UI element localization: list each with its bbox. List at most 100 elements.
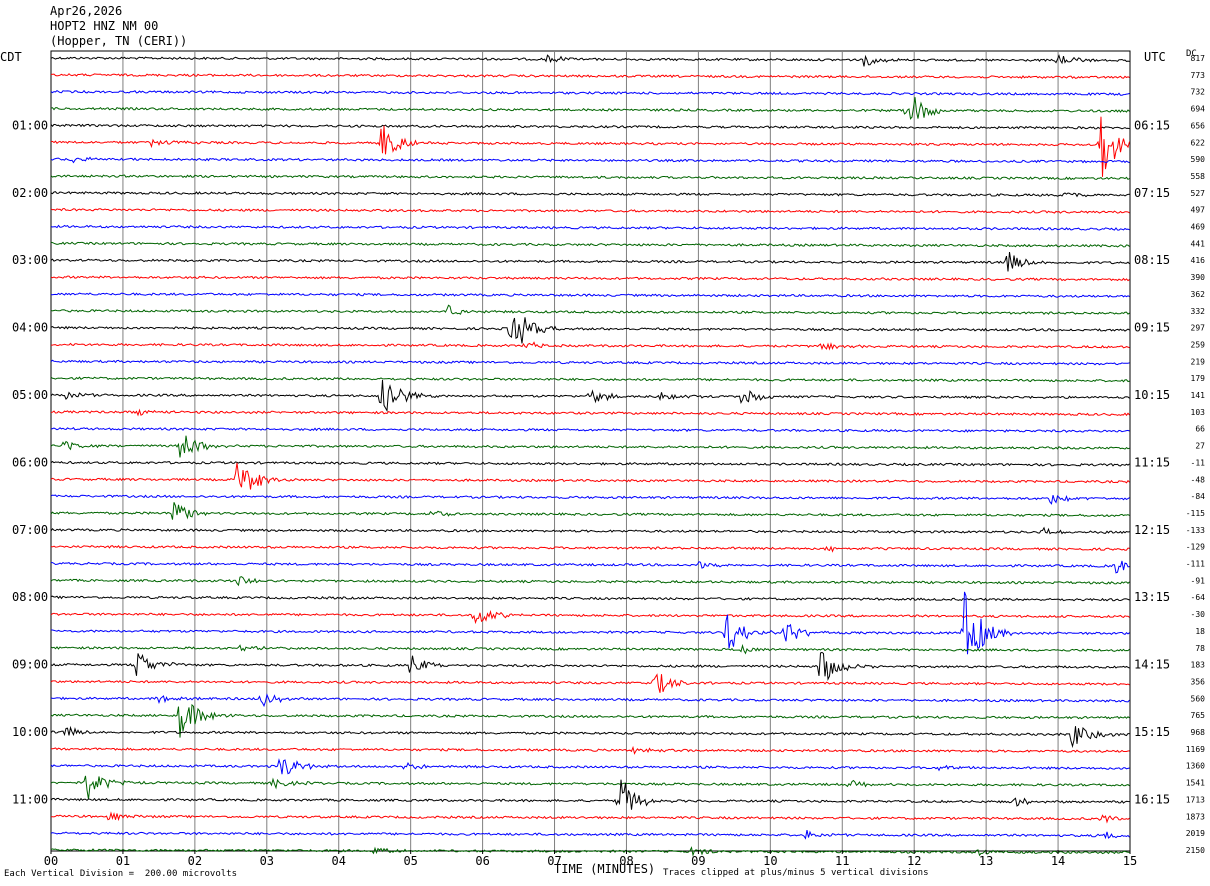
trace-line xyxy=(50,427,1130,433)
utc-time-label: 10:15 xyxy=(1134,388,1170,402)
trace-line xyxy=(50,758,1130,775)
left-timezone-label: CDT xyxy=(0,50,22,64)
x-tick-label: 12 xyxy=(907,854,921,868)
dc-offset-label: 1169 xyxy=(1186,745,1205,754)
station-location: (Hopper, TN (CERI)) xyxy=(50,34,188,48)
dc-offset-label: -129 xyxy=(1186,543,1205,552)
dc-offset-label: -84 xyxy=(1191,492,1206,501)
x-tick-label: 07 xyxy=(547,854,561,868)
trace-line xyxy=(50,317,1130,344)
dc-offset-label: 103 xyxy=(1191,408,1206,417)
dc-offset-label: 656 xyxy=(1191,121,1206,130)
trace-line xyxy=(50,292,1130,298)
cdt-time-label: 03:00 xyxy=(12,253,48,267)
trace-line xyxy=(50,435,1130,458)
utc-time-label: 11:15 xyxy=(1134,455,1170,469)
dc-offset-label: 765 xyxy=(1191,711,1206,720)
utc-time-label: 12:15 xyxy=(1134,523,1170,537)
trace-line xyxy=(50,779,1130,810)
trace-line xyxy=(50,526,1130,535)
trace-line xyxy=(50,609,1130,625)
utc-time-label: 16:15 xyxy=(1134,792,1170,806)
trace-line xyxy=(50,376,1130,383)
dc-offset-label: 390 xyxy=(1191,273,1206,282)
trace-line xyxy=(50,73,1130,79)
trace-line xyxy=(50,191,1130,198)
dc-offset-label: 1713 xyxy=(1186,795,1205,804)
utc-time-label: 07:15 xyxy=(1134,186,1170,200)
dc-offset-label: 219 xyxy=(1191,357,1206,366)
dc-offset-label: 732 xyxy=(1191,88,1206,97)
trace-line xyxy=(50,174,1130,181)
cdt-time-label: 09:00 xyxy=(12,658,48,672)
trace-line xyxy=(50,811,1130,824)
trace-line xyxy=(50,643,1130,655)
x-tick-label: 08 xyxy=(619,854,633,868)
x-tick-label: 14 xyxy=(1051,854,1065,868)
utc-time-label: 14:15 xyxy=(1134,658,1170,672)
trace-line xyxy=(50,673,1130,693)
plot-date: Apr26,2026 xyxy=(50,4,123,18)
trace-line xyxy=(50,408,1130,417)
trace-line xyxy=(50,359,1130,366)
trace-line xyxy=(50,703,1130,738)
x-tick-label: 09 xyxy=(691,854,705,868)
clip-note: Traces clipped at plus/minus 5 vertical … xyxy=(663,868,929,878)
dc-offset-label: 497 xyxy=(1191,206,1206,215)
dc-offset-label: 694 xyxy=(1191,105,1206,114)
dc-offset-label: 66 xyxy=(1195,425,1205,434)
dc-offset-label: 2150 xyxy=(1186,846,1205,855)
dc-offset-label: 441 xyxy=(1191,239,1206,248)
x-tick-label: 02 xyxy=(188,854,202,868)
trace-line xyxy=(50,494,1130,505)
trace-line xyxy=(50,775,1130,800)
scale-note: Each Vertical Division = 200.00 microvol… xyxy=(4,869,237,879)
x-tick-label: 03 xyxy=(260,854,274,868)
trace-line xyxy=(50,304,1130,315)
trace-line xyxy=(50,116,1130,177)
trace-line xyxy=(50,89,1130,97)
x-tick-label: 05 xyxy=(403,854,417,868)
dc-offset-label: 773 xyxy=(1191,71,1206,80)
dc-offset-label: 356 xyxy=(1191,677,1206,686)
dc-offset-label: 141 xyxy=(1191,391,1206,400)
trace-line xyxy=(50,208,1130,214)
utc-time-label: 08:15 xyxy=(1134,253,1170,267)
dc-offset-label: -11 xyxy=(1191,458,1206,467)
x-tick-label: 11 xyxy=(835,854,849,868)
trace-line xyxy=(50,595,1130,602)
trace-line xyxy=(50,576,1130,587)
trace-line xyxy=(50,123,1130,130)
dc-offset-label: 1541 xyxy=(1186,779,1205,788)
trace-line xyxy=(50,725,1130,749)
dc-offset-label: 590 xyxy=(1191,155,1206,164)
trace-line xyxy=(50,460,1130,467)
utc-time-label: 06:15 xyxy=(1134,118,1170,132)
trace-line xyxy=(51,341,1130,351)
dc-label: DC xyxy=(1186,49,1197,59)
x-tick-label: 00 xyxy=(44,854,58,868)
dc-offset-label: 416 xyxy=(1191,256,1206,265)
cdt-time-label: 05:00 xyxy=(12,388,48,402)
cdt-time-label: 11:00 xyxy=(12,792,48,806)
dc-offset-label: 332 xyxy=(1191,307,1206,316)
trace-line xyxy=(50,693,1130,708)
dc-offset-label: 527 xyxy=(1191,189,1206,198)
dc-offset-label: 297 xyxy=(1191,324,1206,333)
utc-time-label: 15:15 xyxy=(1134,725,1170,739)
trace-line xyxy=(50,275,1130,282)
trace-line xyxy=(50,241,1130,248)
cdt-time-label: 06:00 xyxy=(12,455,48,469)
trace-line xyxy=(50,224,1130,231)
dc-offset-label: 78 xyxy=(1195,644,1205,653)
trace-line xyxy=(50,54,1130,67)
dc-offset-label: -111 xyxy=(1186,560,1205,569)
dc-offset-label: -30 xyxy=(1191,610,1206,619)
dc-offset-label: 558 xyxy=(1191,172,1206,181)
x-axis-title: TIME (MINUTES) xyxy=(554,862,656,876)
dc-offset-label: 179 xyxy=(1191,374,1206,383)
trace-line xyxy=(50,156,1130,164)
trace-line xyxy=(50,545,1130,553)
x-tick-label: 13 xyxy=(979,854,993,868)
trace-line xyxy=(50,651,1130,682)
